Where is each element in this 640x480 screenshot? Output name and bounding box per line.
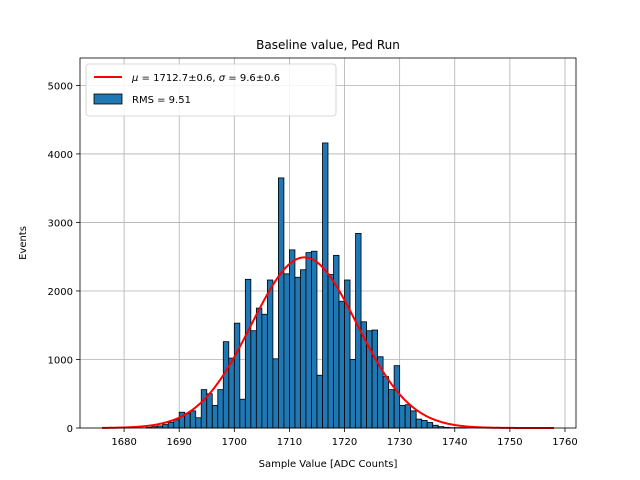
- histogram-bar: [233, 322, 241, 429]
- histogram-bar: [415, 418, 423, 429]
- chart-title: Baseline value, Ped Run: [256, 38, 400, 52]
- gaussian-fit-curve: [102, 256, 554, 429]
- x-axis-label: Sample Value [ADC Counts]: [259, 459, 398, 470]
- histogram-bar: [305, 252, 312, 429]
- histogram-bar: [426, 422, 434, 429]
- y-tick-label: 0: [67, 424, 73, 435]
- histogram-bar: [327, 274, 334, 429]
- histogram-bar: [289, 249, 296, 429]
- histogram-bar: [388, 389, 395, 429]
- histogram-bar: [338, 300, 345, 429]
- legend: μ = 1712.7±0.6, σ = 9.6±0.6 RMS = 9.51: [85, 63, 337, 117]
- histogram-bar: [382, 376, 390, 429]
- x-tick-label: 1710: [277, 437, 302, 448]
- y-axis-label: Events: [18, 226, 29, 260]
- plot-frame: [79, 57, 577, 429]
- legend-hist-swatch: [93, 93, 123, 105]
- histogram-bar: [167, 422, 175, 429]
- histogram-bar: [404, 404, 412, 429]
- histogram-bar: [195, 417, 202, 429]
- histogram-bar: [371, 329, 379, 429]
- y-tick-label: 3000: [48, 218, 73, 229]
- x-tick-label: 1740: [442, 437, 467, 448]
- legend-sigma-symbol: σ: [219, 73, 226, 84]
- histogram-bar: [239, 398, 246, 429]
- y-tick-label: 5000: [48, 81, 73, 92]
- legend-box: [85, 63, 337, 117]
- histogram-bar: [217, 389, 224, 429]
- histogram-bar: [189, 410, 197, 429]
- histogram-bar: [311, 250, 318, 429]
- histogram-bar: [272, 358, 279, 429]
- histogram-bar: [206, 393, 213, 429]
- histogram-bar: [266, 279, 274, 429]
- legend-hist-label: RMS = 9.51: [132, 95, 191, 106]
- histogram-bar: [255, 307, 263, 429]
- histogram-bar: [184, 413, 191, 429]
- y-tick-label: 1000: [48, 355, 73, 366]
- histogram-bar: [200, 389, 208, 429]
- histogram-bar: [432, 424, 439, 429]
- histogram-bar: [162, 424, 169, 429]
- legend-mu-symbol: μ: [131, 73, 138, 84]
- legend-sigma-value: = 9.6±0.6: [225, 73, 280, 84]
- histogram-bar: [211, 404, 219, 429]
- legend-mu-value: = 1712.7±0.6,: [138, 73, 218, 84]
- histogram-bar: [322, 142, 329, 429]
- histogram-bar: [316, 374, 323, 429]
- y-axis-ticks: 0 1000 2000 3000 4000 5000: [48, 81, 80, 435]
- histogram-bar: [399, 404, 406, 429]
- x-tick-label: 1730: [387, 437, 412, 448]
- x-tick-label: 1750: [497, 437, 522, 448]
- x-tick-label: 1690: [166, 437, 191, 448]
- histogram-bars: [145, 142, 467, 429]
- x-tick-label: 1760: [552, 437, 577, 448]
- histogram-bar: [349, 359, 356, 429]
- histogram-bar: [250, 330, 257, 429]
- legend-fit-label: μ = 1712.7±0.6, σ = 9.6±0.6: [131, 73, 280, 84]
- histogram-bar: [393, 365, 401, 429]
- histogram-bar: [228, 357, 235, 429]
- histogram-bar: [410, 410, 417, 429]
- x-tick-label: 1700: [222, 437, 247, 448]
- histogram-bar: [222, 341, 230, 429]
- histogram-bar: [294, 276, 301, 429]
- histogram-bar: [244, 278, 252, 429]
- x-tick-label: 1720: [332, 437, 357, 448]
- y-tick-label: 2000: [48, 287, 73, 298]
- x-tick-label: 1680: [111, 437, 136, 448]
- x-axis-ticks: 1680 1690 1700 1710 1720 1730 1740 1750 1760: [111, 428, 578, 448]
- histogram-bar: [283, 273, 290, 429]
- histogram-bar: [277, 177, 285, 429]
- histogram-bar: [421, 420, 428, 429]
- histogram-bar: [261, 313, 268, 429]
- histogram-bar: [300, 269, 307, 429]
- y-tick-label: 4000: [48, 150, 73, 161]
- histogram-bar: [173, 419, 180, 429]
